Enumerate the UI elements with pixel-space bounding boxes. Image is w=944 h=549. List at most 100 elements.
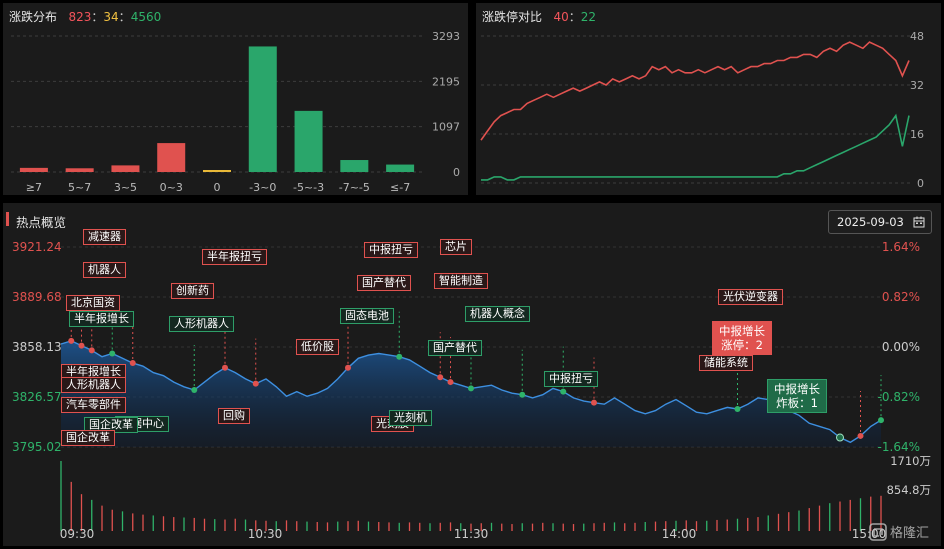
distribution-panel: 涨跌分布 823：34：4560 3293 2195 1097 0 ≥7 5~7 3~5 0~…	[3, 3, 468, 195]
y-tick-label: 1097	[432, 121, 460, 134]
x-tick-label: ≤-7	[390, 181, 410, 194]
title-accent-bar	[6, 212, 9, 226]
tag-smart-manufacturing[interactable]: 智能制造	[434, 273, 488, 289]
y-tick-label: 48	[910, 30, 924, 43]
series-line-0	[480, 41, 910, 141]
x-tick-label: ≥7	[26, 181, 42, 194]
date-text: 2025-09-03	[837, 215, 904, 229]
sep1: ：	[91, 10, 104, 24]
date-picker[interactable]: 2025-09-03	[828, 210, 932, 234]
y-tick-label: 0	[453, 166, 460, 179]
right-axis-label: 0.00%	[882, 340, 920, 354]
x-tick-label: -3~0	[249, 181, 276, 194]
tag-reducer[interactable]: 减速器	[83, 229, 126, 245]
tag-lithography-machine[interactable]: 光刻机	[389, 410, 432, 426]
right-axis-label: -0.82%	[878, 390, 920, 404]
x-tick-label: 0	[214, 181, 221, 194]
sep2: ：	[118, 10, 131, 24]
event-dot-13	[519, 391, 526, 398]
event-dot-8	[345, 364, 351, 371]
tag-buyback[interactable]: 回购	[218, 408, 250, 424]
x-tick-label: 0~3	[160, 181, 183, 194]
event-dot-4	[129, 360, 136, 367]
hot-title: 热点概览	[16, 215, 67, 230]
calendar-icon	[913, 216, 925, 228]
event-dot-0	[68, 337, 75, 344]
bar-1	[65, 168, 94, 172]
callout-up-line1: 中报增长	[719, 324, 765, 338]
callout-dot	[836, 433, 844, 442]
event-dot-6	[222, 364, 228, 371]
tag-innovative-drug[interactable]: 创新药	[171, 283, 214, 299]
left-axis-label: 3795.02	[12, 440, 62, 454]
limit-chart: 48 32 16 0	[480, 30, 924, 190]
y-tick-label: 16	[910, 128, 924, 141]
series-line-1	[481, 113, 910, 181]
flat-count: 34	[103, 10, 119, 24]
tag-soe-reform[interactable]: 国企改革	[84, 417, 138, 433]
tag-domestic-substitution-2[interactable]: 国产替代	[428, 340, 482, 356]
y-tick-label: 0	[917, 177, 924, 190]
volume-max-label: 1710万	[890, 454, 931, 468]
callout-down-line1: 中报增长	[774, 382, 820, 396]
tag-solid-state-battery[interactable]: 固态电池	[340, 308, 394, 324]
up-count: 823	[68, 10, 92, 24]
tag-half-year-growth-2[interactable]: 半年报增长	[61, 364, 126, 380]
left-axis-label: 3889.68	[12, 290, 62, 304]
event-dot-10	[437, 374, 444, 381]
tag-half-year-turnaround[interactable]: 半年报扭亏	[202, 249, 267, 265]
bar-0	[19, 167, 48, 172]
tag-soe-reform-2[interactable]: 国企改革	[61, 430, 115, 446]
tag-robot-concept[interactable]: 机器人概念	[465, 306, 530, 322]
event-dot-3	[109, 350, 116, 357]
tag-humanoid-robot-2[interactable]: 人形机器人	[61, 377, 126, 393]
event-dot-17	[857, 432, 864, 439]
x-tick-label: 3~5	[114, 181, 137, 194]
up-limit-count: 40	[553, 10, 569, 24]
time-label: 11:30	[454, 527, 489, 541]
event-dot-7	[252, 380, 259, 387]
bar-6	[294, 110, 323, 172]
tag-beijing-soe[interactable]: 北京国资	[66, 295, 120, 311]
watermark-text: 格隆汇	[890, 526, 930, 541]
logo-icon	[869, 522, 887, 541]
tag-interim-turnaround[interactable]: 中报扭亏	[364, 242, 418, 258]
event-dot-9	[396, 353, 403, 360]
hot-panel: 热点概览 2025-09-03 3921.24 1.64% 3889.68 0.82%…	[3, 203, 941, 546]
tag-domestic-substitution[interactable]: 国产替代	[357, 275, 411, 291]
tag-robot[interactable]: 机器人	[83, 262, 126, 278]
event-dot-11	[447, 379, 454, 386]
bar-2	[111, 165, 140, 172]
callout-limit-break[interactable]: 中报增长 炸板：1	[767, 379, 827, 413]
tag-chip[interactable]: 芯片	[440, 239, 472, 255]
tag-humanoid-robot[interactable]: 人形机器人	[169, 316, 234, 332]
time-label: 15:00	[852, 527, 887, 541]
right-axis-label: 1.64%	[882, 240, 920, 254]
tag-auto-parts[interactable]: 汽车零部件	[61, 397, 126, 413]
bar-5	[248, 46, 277, 172]
tag-half-year-growth[interactable]: 半年报增长	[69, 311, 134, 327]
tag-pv-inverter[interactable]: 光伏逆变器	[718, 289, 783, 305]
time-label: 10:30	[248, 527, 283, 541]
callout-limit-up[interactable]: 中报增长 涨停：2	[712, 321, 772, 355]
tag-interim-turnaround-2[interactable]: 中报扭亏	[544, 371, 598, 387]
price-area	[61, 340, 881, 447]
left-axis-label: 3921.24	[12, 240, 62, 254]
event-dot-5	[191, 386, 198, 393]
event-dot-1	[78, 342, 85, 349]
callout-down-line2: 炸板：1	[776, 396, 818, 410]
x-tick-label: -7~-5	[339, 181, 370, 194]
tag-energy-storage[interactable]: 储能系统	[699, 355, 753, 371]
limit-panel: 涨跌停对比 40：22 48 32 16 0	[476, 3, 941, 195]
hot-chart: 3921.24 1.64% 3889.68 0.82% 3858.13 0.00% 3826…	[12, 240, 931, 541]
right-axis-label: 0.82%	[882, 290, 920, 304]
y-tick-label: 2195	[432, 75, 460, 88]
time-label: 09:30	[60, 527, 95, 541]
bar-7	[340, 160, 369, 172]
distribution-title: 涨跌分布 823：34：4560	[9, 8, 161, 25]
event-dot-18	[878, 417, 884, 424]
limit-sep: ：	[568, 10, 581, 24]
event-dot-12	[468, 385, 474, 392]
watermark: 格隆汇	[869, 522, 929, 541]
tag-low-price-stock[interactable]: 低价股	[296, 339, 339, 355]
